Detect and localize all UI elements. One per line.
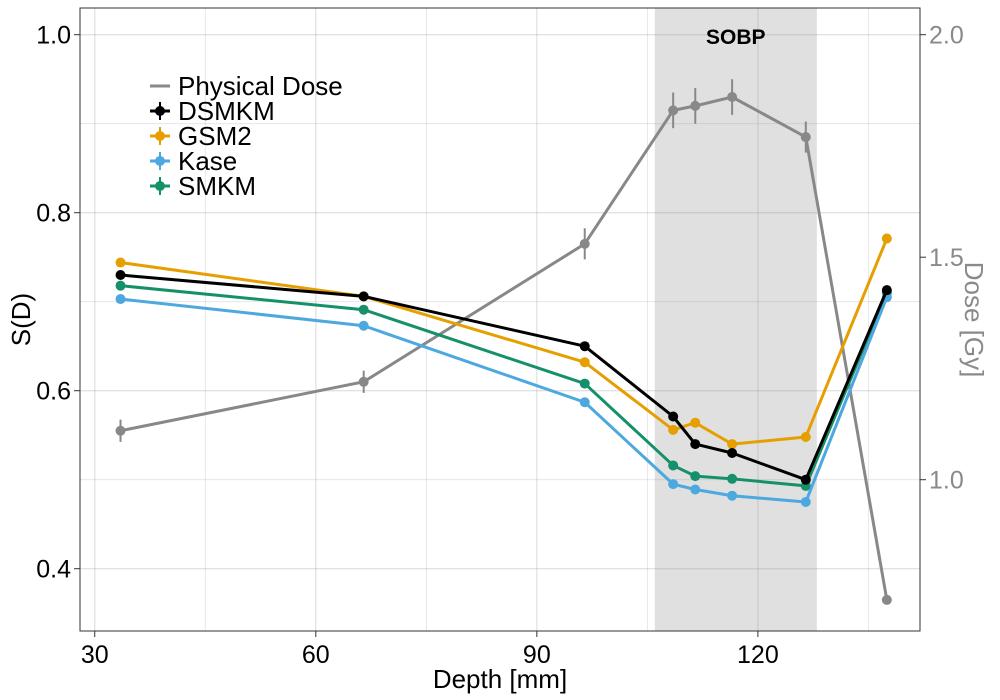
data-point [579,357,590,368]
y2-axis-title: Dose [Gy] [959,262,989,378]
legend-item-gsm2: GSM2 [150,121,252,151]
data-point [727,439,738,450]
series-line-dsmkm [120,273,889,482]
y-tick-label: 1.0 [36,22,71,50]
x-tick-label: 30 [81,641,109,669]
data-point [358,304,369,315]
y2-tick-label: 2.0 [929,22,964,50]
y-tick-label: 0.4 [36,556,71,584]
legend-item-dsmkm: DSMKM [150,96,275,126]
data-point [800,132,811,143]
data-point [579,238,590,249]
data-point [727,92,738,102]
data-point [115,280,126,291]
data-point [881,233,892,244]
x-tick-label: 60 [302,641,330,669]
y-axis-title: S(D) [6,293,36,346]
legend-key-point [155,106,165,116]
series-layer [115,79,892,605]
y-tick-label: 0.8 [36,200,71,228]
series-line-kase [120,296,889,504]
data-point [115,270,126,280]
data-point [690,417,701,428]
data-point [690,484,701,495]
legend-label: Physical Dose [178,71,343,101]
data-point [668,460,679,471]
data-point [690,100,701,111]
legend-item-kase: Kase [150,146,237,176]
data-point [579,397,590,408]
series-line-physical-dose [120,95,889,601]
data-point [727,490,738,501]
legend-key-point [155,181,165,191]
y2-tick-label: 1.5 [929,244,964,272]
legend-item-smkm: SMKM [150,171,256,201]
series-line-gsm2 [120,237,889,446]
legend-label: DSMKM [178,96,275,126]
x-tick-label: 90 [523,641,551,669]
data-point [668,105,679,116]
plot-border [79,7,921,632]
series-line-smkm [120,284,889,488]
axis-layer: 30 60 90 120 0.4 0.6 0.8 1.0 1.0 1.5 2.0 [36,7,964,669]
data-point [358,291,369,302]
data-point [115,425,126,436]
legend-label: Kase [178,146,237,176]
data-point [800,431,811,442]
legend-item-physical-dose: Physical Dose [150,71,343,101]
data-point [690,439,701,450]
shade-layer [654,8,817,631]
data-point [668,424,679,435]
data-point [668,411,679,422]
series-kase [115,292,892,507]
x-axis-title: Depth [mm] [433,664,567,694]
data-point [800,474,811,485]
x-tick-label: 120 [737,641,779,669]
data-point [579,378,590,389]
data-point [115,294,126,305]
data-point [115,257,126,268]
sobp-label: SOBP [706,26,766,49]
data-point [579,341,590,352]
legend-label: GSM2 [178,121,252,151]
legend-key-point [155,156,165,166]
data-point [690,471,701,482]
legend-label: SMKM [178,171,256,201]
data-point [881,594,892,605]
data-point [358,376,369,387]
legend-key-point [155,131,165,141]
y2-tick-label: 1.0 [929,467,964,495]
data-point [668,479,679,490]
sobp-region [654,8,817,631]
y-tick-label: 0.6 [36,378,71,406]
data-point [358,320,369,331]
data-point [800,496,811,507]
series-physical-dose [115,79,892,605]
data-point [881,285,892,296]
data-point [727,473,738,484]
series-dsmkm [115,270,892,485]
data-point [727,448,738,458]
